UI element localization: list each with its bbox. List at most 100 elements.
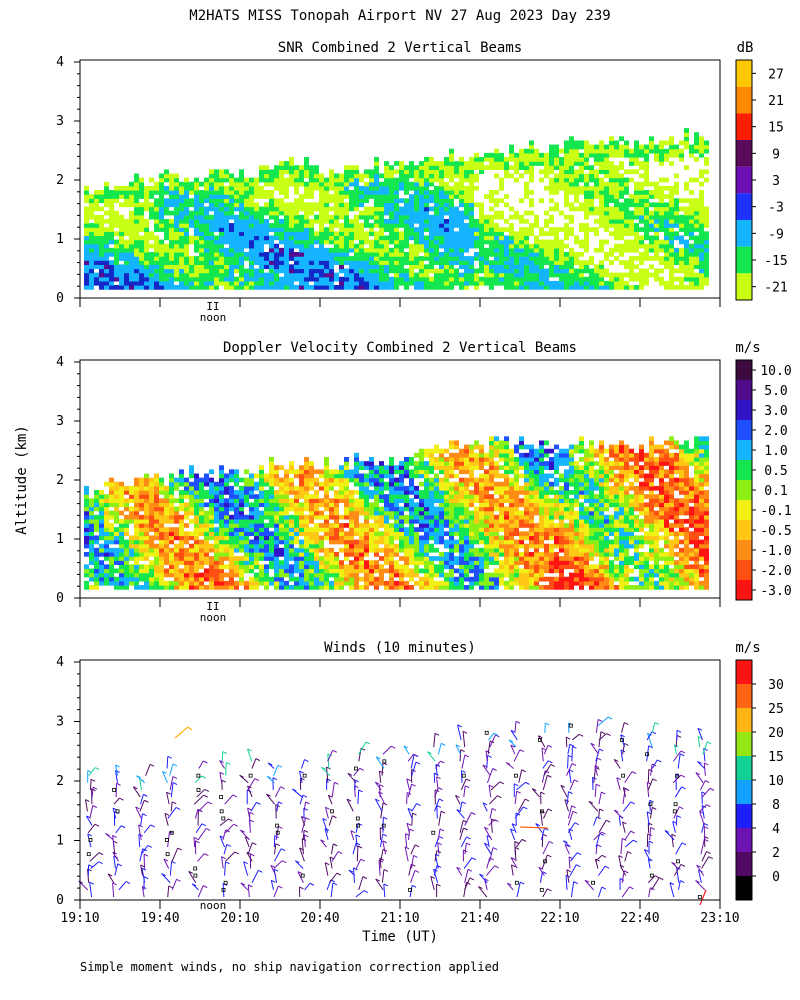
heatmap-cell [149,285,154,290]
heatmap-cell [299,247,304,253]
heatmap-cell [539,276,544,282]
heatmap-cell [354,264,359,270]
heatmap-cell [684,181,689,187]
heatmap-cell [304,572,309,578]
heatmap-cell [614,152,619,158]
heatmap-cell [169,181,174,187]
heatmap-cell [204,247,209,253]
heatmap-cell [274,494,279,499]
heatmap-cell [699,214,704,220]
heatmap-cell [399,498,404,504]
heatmap-cell [239,506,244,512]
heatmap-cell [84,190,89,195]
heatmap-cell [459,190,464,195]
heatmap-cell [299,256,304,261]
heatmap-cell [349,551,354,557]
heatmap-cell [209,518,214,524]
heatmap-cell [244,223,249,228]
heatmap-cell [244,243,249,249]
y-tick-label: 1 [56,232,64,247]
heatmap-cell [229,276,234,282]
heatmap-cell [699,264,704,270]
heatmap-cell [124,268,129,274]
heatmap-cell [399,461,404,466]
heatmap-cell [154,280,159,286]
heatmap-cell [179,206,184,212]
heatmap-cell [524,190,529,195]
heatmap-cell [134,564,139,570]
heatmap-cell [629,231,634,237]
heatmap-cell [94,539,99,545]
heatmap-cell [154,206,159,212]
heatmap-cell [344,247,349,253]
heatmap-cell [324,461,329,466]
heatmap-cell [289,202,294,208]
heatmap-cell [434,247,439,253]
heatmap-cell [289,169,294,175]
heatmap-cell [129,580,134,586]
heatmap-cell [639,268,644,274]
heatmap-cell [399,173,404,179]
heatmap-cell [244,518,249,524]
heatmap-cell [214,251,219,257]
heatmap-cell [364,576,369,582]
heatmap-cell [309,551,314,557]
heatmap-cell [389,535,394,541]
heatmap-cell [399,485,404,491]
heatmap-cell [274,169,279,175]
heatmap-cell [514,152,519,158]
heatmap-cell [224,580,229,586]
heatmap-cell [369,510,374,516]
heatmap-cell [289,285,294,290]
heatmap-cell [339,498,344,504]
heatmap-cell [609,169,614,175]
heatmap-cell [214,235,219,241]
heatmap-cell [309,564,314,570]
heatmap-cell [239,498,244,504]
heatmap-cell [529,268,534,274]
heatmap-cell [409,165,414,170]
heatmap-cell [259,580,264,586]
heatmap-cell [514,231,519,237]
heatmap-cell [329,185,334,191]
heatmap-cell [149,498,154,504]
heatmap-cell [339,547,344,553]
heatmap-cell [164,177,169,183]
heatmap-cell [474,243,479,249]
heatmap-cell [484,239,489,245]
heatmap-cell [524,218,529,224]
heatmap-cell [174,260,179,265]
heatmap-cell [169,260,174,265]
heatmap-cell [389,235,394,241]
heatmap-cell [644,247,649,253]
heatmap-cell [614,276,619,282]
heatmap-cell [294,535,299,541]
heatmap-cell [674,235,679,241]
heatmap-cell [349,539,354,545]
heatmap-cell [479,247,484,253]
heatmap-cell [279,235,284,241]
heatmap-cell [189,473,194,479]
heatmap-cell [464,285,469,290]
heatmap-cell [364,481,369,487]
heatmap-cell [334,514,339,520]
heatmap-cell [474,165,479,170]
heatmap-cell [249,285,254,290]
heatmap-cell [124,251,129,257]
heatmap-cell [494,251,499,257]
heatmap-cell [144,568,149,574]
heatmap-cell [159,568,164,574]
heatmap-cell [214,185,219,191]
heatmap-cell [109,485,114,491]
heatmap-cell [344,214,349,220]
heatmap-cell [619,260,624,265]
heatmap-cell [679,223,684,228]
heatmap-cell [349,235,354,241]
heatmap-cell [209,531,214,537]
heatmap-cell [384,510,389,516]
heatmap-cell [669,231,674,237]
heatmap-cell [384,494,389,499]
heatmap-cell [84,523,89,528]
heatmap-cell [604,169,609,175]
heatmap-cell [234,477,239,483]
